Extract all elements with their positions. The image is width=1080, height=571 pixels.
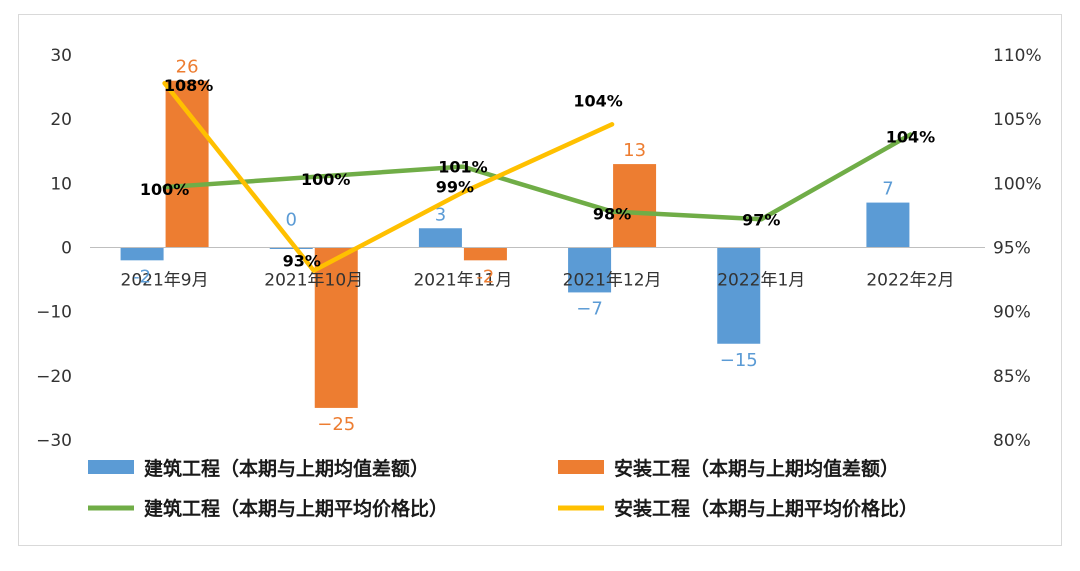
line-data-label: 100% bbox=[301, 170, 350, 189]
category-label: 2021年11月 bbox=[413, 271, 512, 291]
right-axis-tick-label: 90% bbox=[993, 303, 1031, 323]
bar-construction bbox=[269, 247, 313, 249]
right-axis-tick-label: 110% bbox=[993, 46, 1042, 66]
bar-data-label: −25 bbox=[317, 414, 355, 435]
line-data-label: 93% bbox=[283, 252, 321, 271]
bar-construction bbox=[717, 247, 761, 344]
line-construction-ratio bbox=[162, 132, 913, 222]
bar-installation bbox=[613, 164, 657, 248]
right-axis-tick-label: 80% bbox=[993, 431, 1031, 451]
bar-construction bbox=[418, 228, 462, 248]
bar-construction bbox=[568, 247, 612, 293]
bar-data-label: −15 bbox=[720, 350, 758, 371]
legend-label: 安装工程（本期与上期均值差额） bbox=[614, 457, 899, 480]
bar-data-label: 26 bbox=[176, 57, 199, 78]
category-label: 2022年2月 bbox=[866, 271, 954, 291]
right-axis-tick-label: 95% bbox=[993, 239, 1031, 259]
line-data-label: 104% bbox=[573, 91, 622, 110]
left-axis-tick-label: 0 bbox=[61, 239, 72, 259]
legend-label: 建筑工程（本期与上期均值差额） bbox=[144, 457, 429, 480]
left-axis-tick-label: −10 bbox=[36, 303, 72, 323]
bar-data-label: 3 bbox=[435, 204, 446, 225]
bar-data-label: -2 bbox=[476, 266, 494, 287]
line-data-label: 98% bbox=[593, 205, 631, 224]
bar-installation bbox=[463, 247, 507, 261]
line-data-label: 97% bbox=[742, 210, 780, 229]
line-data-label: 100% bbox=[140, 180, 189, 199]
right-axis-tick-label: 85% bbox=[993, 367, 1031, 387]
category-label: 2021年10月 bbox=[264, 271, 363, 291]
line-data-label: 99% bbox=[436, 177, 474, 196]
legend-label: 安装工程（本期与上期平均价格比） bbox=[614, 497, 918, 520]
category-label: 2021年9月 bbox=[121, 271, 209, 291]
bar-data-label: 7 bbox=[882, 179, 893, 200]
category-label: 2022年1月 bbox=[717, 271, 805, 291]
left-axis-tick-label: 10 bbox=[50, 174, 72, 194]
bar-data-label: 0 bbox=[286, 210, 297, 231]
bar-data-label: -2 bbox=[133, 266, 151, 287]
bar-data-label: −7 bbox=[576, 298, 603, 319]
line-data-label: 101% bbox=[438, 158, 487, 177]
legend-label: 建筑工程（本期与上期平均价格比） bbox=[144, 497, 448, 520]
bar-construction bbox=[866, 202, 910, 248]
legend-swatch bbox=[88, 460, 134, 474]
legend-swatch bbox=[558, 460, 604, 474]
left-axis-tick-label: 20 bbox=[50, 110, 72, 130]
bar-installation bbox=[314, 247, 358, 408]
line-data-label: 108% bbox=[164, 76, 213, 95]
bar-data-label: 13 bbox=[623, 140, 646, 161]
bar-construction bbox=[120, 247, 164, 261]
line-installation-ratio bbox=[162, 80, 615, 273]
category-label: 2021年12月 bbox=[563, 271, 662, 291]
right-axis-tick-label: 105% bbox=[993, 110, 1042, 130]
left-axis-tick-label: 30 bbox=[50, 46, 72, 66]
left-axis-tick-label: −30 bbox=[36, 431, 72, 451]
right-axis-tick-label: 100% bbox=[993, 174, 1042, 194]
bar-installation bbox=[165, 80, 209, 248]
line-data-label: 104% bbox=[886, 128, 935, 147]
left-axis-tick-label: −20 bbox=[36, 367, 72, 387]
